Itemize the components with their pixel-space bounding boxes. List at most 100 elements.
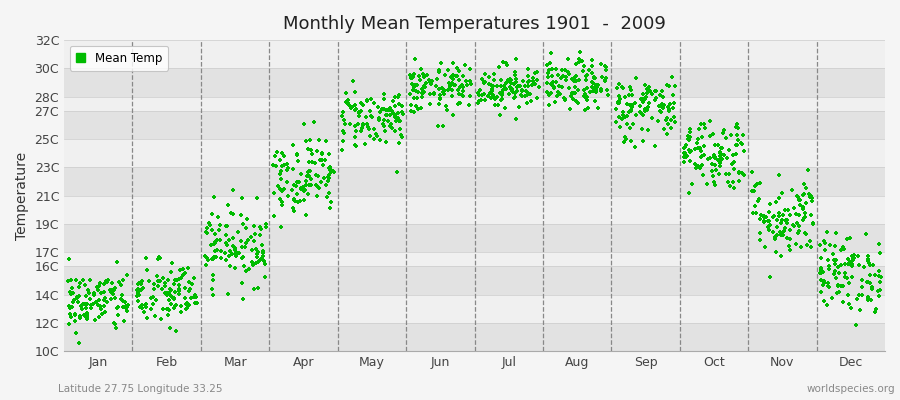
Point [411, 106, 426, 112]
Point [521, 72, 535, 79]
Point [619, 136, 634, 142]
Point [205, 292, 220, 298]
Point [633, 103, 647, 109]
Point [545, 72, 560, 79]
Point [349, 106, 364, 112]
Point [580, 72, 594, 79]
Point [713, 158, 727, 164]
Point [246, 262, 260, 268]
Point [248, 246, 263, 252]
Point [770, 217, 784, 223]
Point [629, 74, 643, 81]
Point [624, 87, 638, 94]
Point [581, 67, 596, 73]
Point [837, 246, 851, 252]
Point [433, 96, 447, 102]
Point [761, 218, 776, 224]
Point [775, 190, 789, 196]
Point [302, 167, 316, 174]
Point [266, 162, 280, 168]
Point [310, 193, 324, 199]
Point [279, 161, 293, 167]
Point [383, 120, 398, 127]
Point [682, 190, 697, 196]
Point [404, 75, 419, 81]
Point [770, 232, 784, 239]
Point [815, 282, 830, 288]
Point [757, 213, 771, 220]
Point [162, 290, 176, 296]
Point [823, 242, 837, 248]
Point [573, 49, 588, 56]
Point [508, 78, 523, 85]
Point [63, 305, 77, 312]
Point [719, 155, 733, 161]
Point [269, 163, 284, 170]
Point [258, 261, 273, 268]
Point [564, 90, 579, 96]
Point [577, 87, 591, 93]
Point [791, 228, 806, 234]
Point [749, 210, 763, 216]
Point [160, 277, 175, 283]
Point [67, 298, 81, 305]
Point [542, 67, 556, 73]
Point [816, 238, 831, 244]
Point [732, 170, 746, 176]
Point [356, 102, 371, 109]
Point [130, 293, 144, 300]
Point [798, 210, 813, 216]
Point [472, 86, 487, 93]
Point [598, 75, 613, 81]
Point [713, 150, 727, 156]
Point [167, 276, 182, 283]
Point [694, 163, 708, 170]
Point [382, 104, 397, 111]
Point [453, 84, 467, 90]
Point [82, 290, 96, 296]
Point [222, 253, 237, 259]
Point [228, 247, 242, 253]
Point [845, 257, 859, 263]
Point [872, 293, 886, 299]
Point [360, 97, 374, 104]
Point [415, 93, 429, 100]
Point [420, 72, 435, 78]
Point [572, 56, 586, 62]
Point [499, 86, 513, 92]
Point [508, 56, 523, 62]
Point [274, 171, 288, 177]
Point [432, 69, 446, 75]
Point [384, 124, 399, 131]
Point [421, 76, 436, 83]
Point [206, 272, 220, 278]
Point [376, 123, 391, 129]
Point [164, 287, 178, 293]
Point [187, 292, 202, 298]
Point [568, 84, 582, 90]
Point [707, 154, 722, 160]
Point [118, 298, 132, 305]
Point [440, 106, 454, 113]
Point [762, 227, 777, 233]
Point [652, 102, 667, 109]
Point [321, 175, 336, 181]
Point [588, 75, 602, 81]
Point [388, 114, 402, 121]
Point [131, 280, 146, 286]
Point [798, 184, 813, 191]
Point [500, 78, 515, 84]
Point [846, 252, 860, 258]
Point [445, 74, 459, 80]
Point [763, 274, 778, 280]
Point [152, 277, 166, 284]
Point [250, 251, 265, 257]
Point [212, 222, 227, 228]
Point [806, 220, 820, 227]
Point [338, 99, 353, 105]
Point [91, 286, 105, 293]
Point [787, 205, 801, 211]
Point [665, 105, 680, 111]
Point [703, 155, 717, 161]
Point [108, 285, 122, 291]
